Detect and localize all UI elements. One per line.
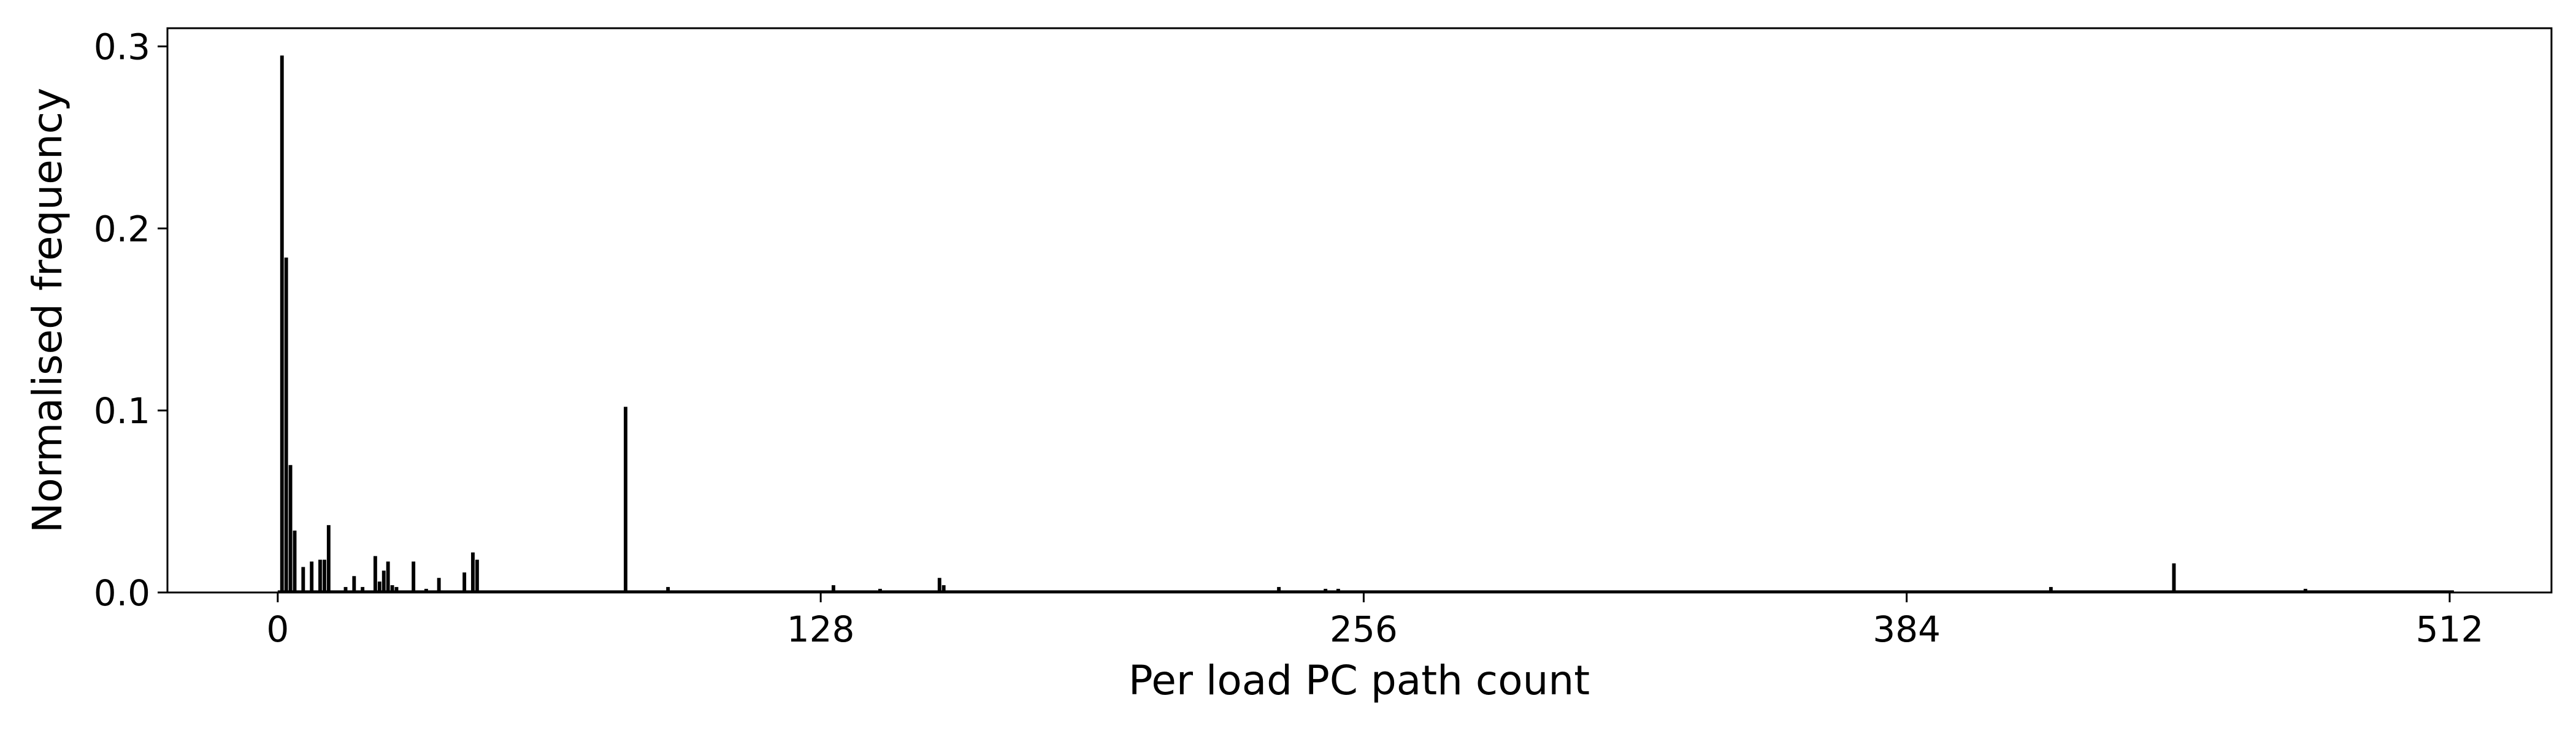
bar — [2049, 587, 2053, 592]
x-tick-label: 512 — [2416, 608, 2484, 650]
bar — [471, 552, 475, 592]
bar — [318, 559, 322, 592]
bar — [310, 561, 314, 592]
bar — [831, 585, 835, 592]
bar — [390, 585, 394, 592]
bar — [280, 55, 284, 593]
bar — [475, 559, 479, 592]
y-tick-label: 0.2 — [94, 208, 150, 250]
bar — [941, 585, 946, 592]
bar — [624, 407, 627, 592]
x-tick-label: 384 — [1873, 608, 1941, 650]
x-tick-label: 0 — [266, 608, 289, 650]
bar — [322, 559, 326, 592]
bar — [343, 587, 348, 592]
bar — [284, 257, 288, 592]
bar — [373, 556, 377, 592]
y-tick-label: 0.1 — [94, 390, 150, 432]
bar — [288, 465, 293, 592]
bar — [1277, 587, 1281, 592]
bar — [326, 525, 331, 592]
bar — [437, 578, 441, 592]
bar — [666, 587, 670, 592]
x-tick-label: 128 — [787, 608, 855, 650]
bar — [462, 572, 467, 592]
bar — [352, 576, 356, 592]
bars-group — [280, 55, 2307, 593]
bar — [293, 531, 297, 592]
bar — [937, 578, 941, 592]
bar — [394, 587, 399, 592]
x-tick-label: 256 — [1330, 608, 1398, 650]
y-axis-ticks: 0.0 0.1 0.2 0.3 — [94, 26, 167, 614]
bar — [381, 570, 386, 592]
plot-frame — [166, 27, 2553, 594]
y-tick-label: 0.0 — [94, 572, 150, 614]
y-axis-label: Normalised frequency — [24, 88, 71, 533]
bar — [301, 567, 305, 592]
x-axis-label: Per load PC path count — [1129, 657, 1590, 704]
bar — [377, 581, 381, 592]
y-tick-label: 0.3 — [94, 26, 150, 68]
bar — [412, 561, 416, 592]
bar — [2172, 563, 2176, 592]
bar — [386, 561, 390, 592]
bar — [361, 587, 365, 592]
x-axis-ticks: 0 128 256 384 512 — [266, 592, 2483, 650]
